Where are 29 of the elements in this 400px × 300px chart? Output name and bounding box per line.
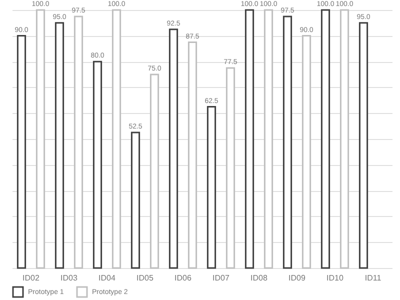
bar <box>54 22 64 269</box>
x-tick-label: ID05 <box>136 274 154 282</box>
bar <box>16 35 26 269</box>
bar <box>92 60 102 269</box>
bar <box>244 9 254 269</box>
bar <box>188 42 198 269</box>
bar <box>226 67 236 269</box>
bar <box>74 16 84 269</box>
bar <box>36 9 46 269</box>
bar <box>340 9 350 269</box>
x-tick-label: ID03 <box>60 274 78 282</box>
x-tick-label: ID11 <box>364 274 382 282</box>
bar <box>130 132 140 269</box>
bar <box>358 22 368 269</box>
bar <box>112 9 122 269</box>
x-tick-label: ID08 <box>250 274 268 282</box>
bar <box>264 9 274 269</box>
x-tick-label: ID09 <box>288 274 306 282</box>
x-tick-label: ID06 <box>174 274 192 282</box>
bar <box>150 74 160 269</box>
bar <box>206 106 216 269</box>
x-tick-label: ID04 <box>98 274 116 282</box>
x-tick-label: ID07 <box>212 274 230 282</box>
bar <box>302 35 312 269</box>
x-tick-label: ID02 <box>22 274 40 282</box>
bar <box>168 28 178 269</box>
x-tick-label: ID10 <box>326 274 344 282</box>
bar <box>282 16 292 269</box>
bar <box>320 9 330 269</box>
